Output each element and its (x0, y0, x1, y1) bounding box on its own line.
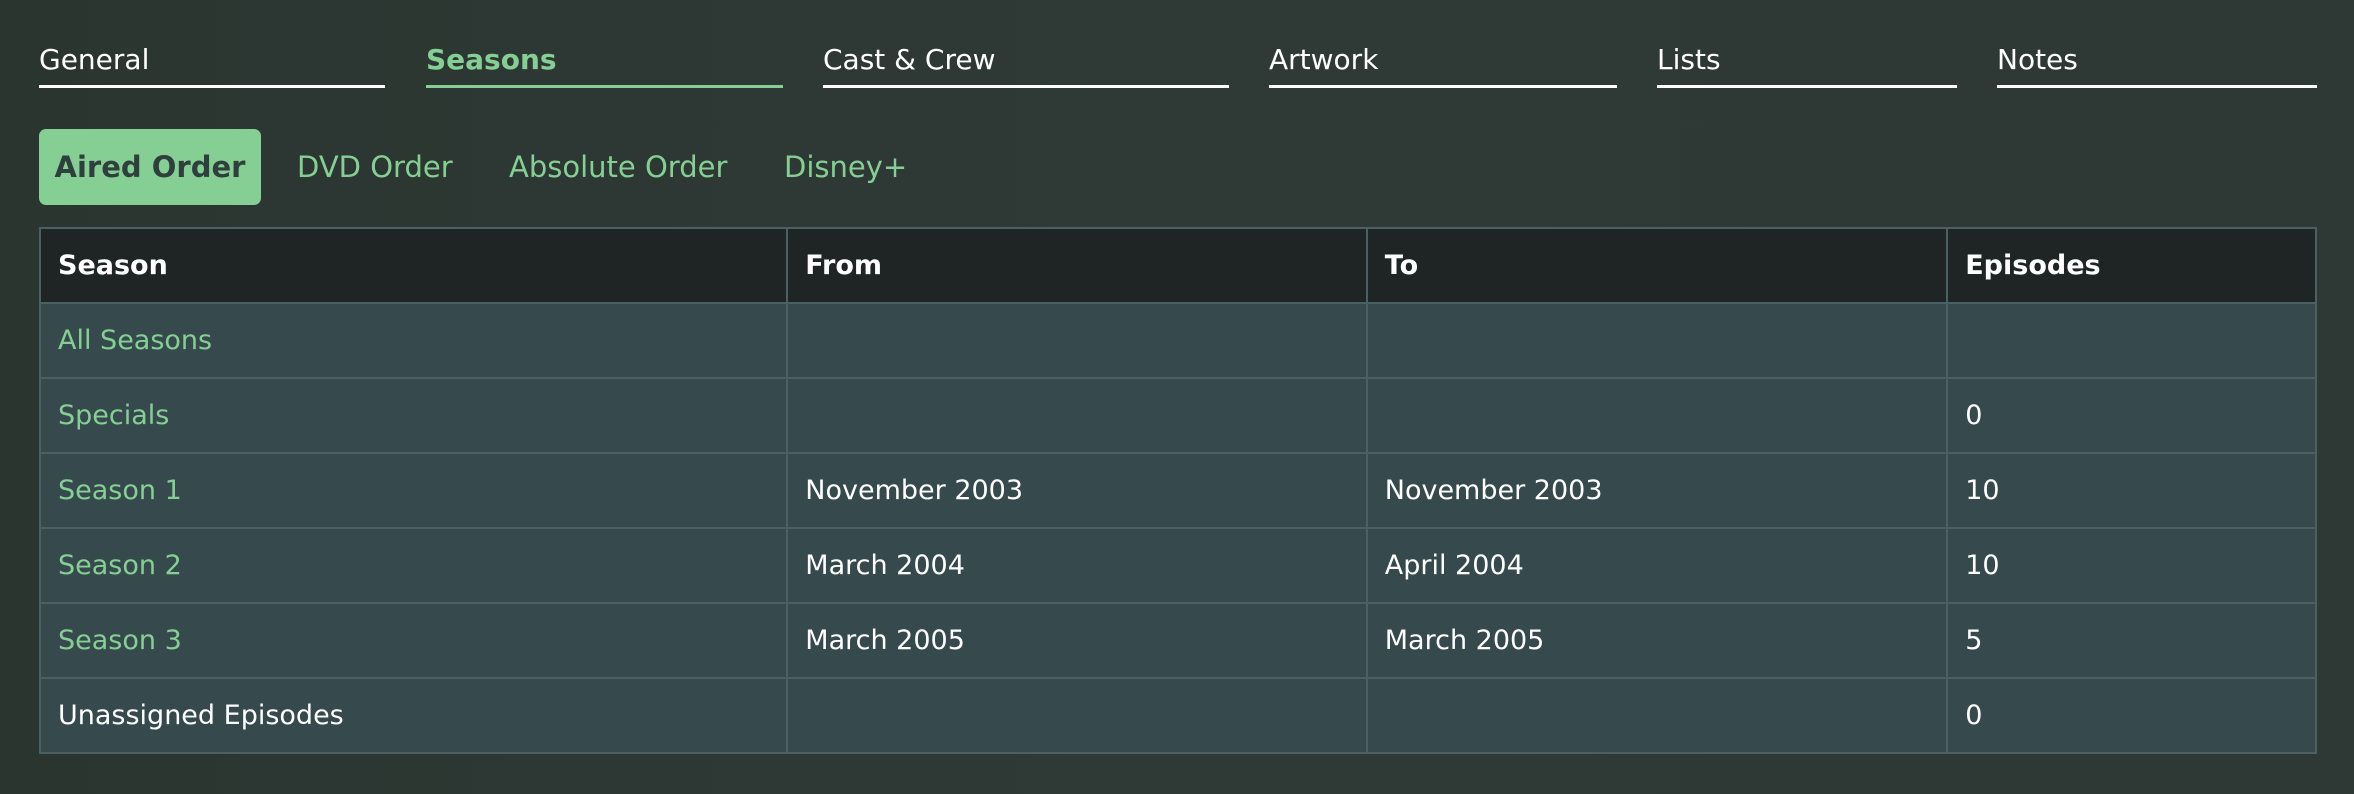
episodes-cell: 0 (1946, 677, 2317, 754)
column-header-to: To (1365, 227, 1949, 304)
table-row: All Seasons (38, 302, 2317, 379)
episodes-cell: 10 (1946, 452, 2317, 529)
table-row: Unassigned Episodes 0 (38, 677, 2317, 754)
tab-notes[interactable]: Notes (1997, 38, 2317, 88)
to-cell: March 2005 (1365, 602, 1949, 679)
season-link[interactable]: All Seasons (38, 302, 789, 379)
season-link[interactable]: Season 3 (38, 602, 789, 679)
tab-cast-crew[interactable]: Cast & Crew (823, 38, 1229, 88)
to-cell (1365, 677, 1949, 754)
season-link[interactable]: Season 1 (38, 452, 789, 529)
episodes-cell: 5 (1946, 602, 2317, 679)
season-link[interactable]: Season 2 (38, 527, 789, 604)
tab-general[interactable]: General (39, 38, 385, 88)
table-header-row: Season From To Episodes (38, 227, 2317, 304)
order-tab-disney[interactable]: Disney+ (784, 150, 908, 184)
order-tab-absolute[interactable]: Absolute Order (509, 150, 728, 184)
seasons-table: Season From To Episodes All Seasons Spec… (38, 227, 2317, 754)
table-row: Season 1 November 2003 November 2003 10 (38, 452, 2317, 529)
from-cell (786, 302, 1368, 379)
tab-artwork[interactable]: Artwork (1269, 38, 1617, 88)
order-tab-dvd[interactable]: DVD Order (297, 150, 453, 184)
season-label: Unassigned Episodes (38, 677, 789, 754)
table-row: Specials 0 (38, 377, 2317, 454)
column-header-episodes: Episodes (1946, 227, 2317, 304)
tab-seasons[interactable]: Seasons (426, 38, 783, 88)
to-cell: November 2003 (1365, 452, 1949, 529)
tab-lists[interactable]: Lists (1657, 38, 1957, 88)
order-tab-aired[interactable]: Aired Order (39, 129, 261, 205)
to-cell (1365, 377, 1949, 454)
from-cell (786, 377, 1368, 454)
episodes-cell: 10 (1946, 527, 2317, 604)
to-cell (1365, 302, 1949, 379)
from-cell: March 2004 (786, 527, 1368, 604)
column-header-from: From (786, 227, 1368, 304)
episodes-cell: 0 (1946, 377, 2317, 454)
column-header-season: Season (38, 227, 789, 304)
season-link[interactable]: Specials (38, 377, 789, 454)
to-cell: April 2004 (1365, 527, 1949, 604)
from-cell: November 2003 (786, 452, 1368, 529)
episodes-cell (1946, 302, 2317, 379)
from-cell (786, 677, 1368, 754)
table-row: Season 2 March 2004 April 2004 10 (38, 527, 2317, 604)
from-cell: March 2005 (786, 602, 1368, 679)
table-row: Season 3 March 2005 March 2005 5 (38, 602, 2317, 679)
